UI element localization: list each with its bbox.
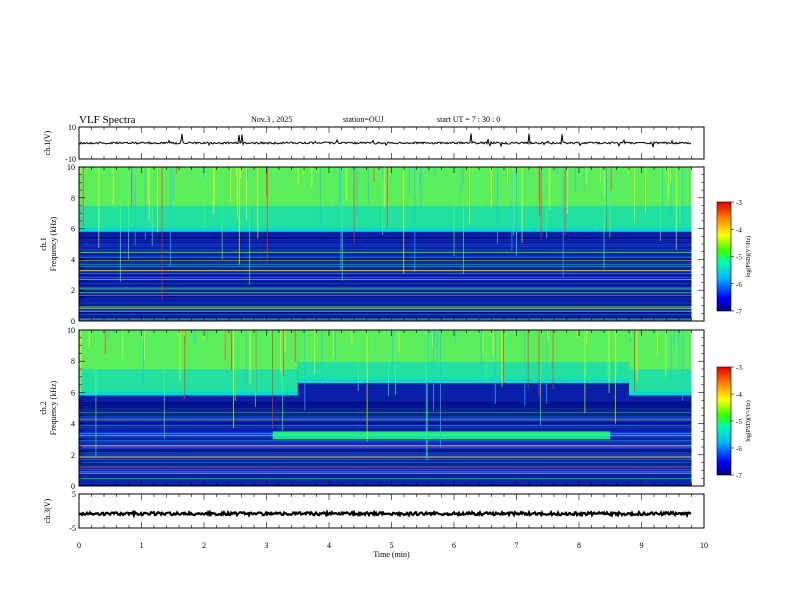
ch2-spectrogram-ylabel-ch: ch.2 — [39, 401, 48, 415]
ch3-waveform-ylabel: ch.3(V) — [43, 498, 52, 523]
ch3-waveform-panel: -5 5 ch.3(V) — [43, 490, 705, 533]
ch1-spectrogram-ylabel-freq: Frequency (kHz) — [49, 216, 58, 271]
time-tick-label: 1 — [140, 541, 144, 550]
ch2-spectrogram-ylabel-freq: Frequency (kHz) — [49, 380, 58, 435]
ch2-spectrogram-ytick-label: 2 — [71, 451, 75, 460]
ch1-spectrogram-panel: 0 2 4 6 8 10 ch.1 Frequency (kHz) — [39, 163, 705, 326]
ch1-spectrogram-ytick-label: 2 — [71, 286, 75, 295]
time-tick-label: 5 — [390, 541, 394, 550]
ch2-spectrogram-ytick-label: 0 — [71, 482, 75, 491]
ch1-spectrogram-colorbar-tick: -6 — [736, 281, 742, 289]
ch1-spectrogram-colorbar-scale — [716, 201, 732, 312]
ch1-spectrogram-colorbar-label: log(PSD)(V²/Hz) — [745, 236, 752, 277]
ch1-waveform-ytick-label: -10 — [65, 155, 76, 164]
ch1-spectrogram-colorbar-tick: -7 — [736, 308, 742, 316]
ch1-spectrogram-ytick-label: 6 — [71, 225, 75, 234]
ch2-spectrogram-colorbar-scale — [716, 366, 732, 476]
ch2-spectrogram-colorbar-tick: -4 — [736, 391, 742, 399]
ch2-spectrogram-ytick-label: 4 — [71, 420, 75, 429]
start-time-label: start UT = 7 : 30 : 0 — [437, 115, 501, 124]
time-tick-label: 10 — [700, 541, 708, 550]
ch2-spectrogram-colorbar-tick: -3 — [736, 364, 742, 372]
time-tick-label: 2 — [202, 541, 206, 550]
ch1-waveform-ytick-label: 10 — [68, 123, 76, 132]
station-label: station=OUJ — [343, 115, 384, 124]
ch2-spectrogram-colorbar-tick: -7 — [736, 472, 742, 480]
ch1-waveform-ylabel: ch.1(V) — [43, 130, 52, 155]
ch2-spectrogram-colorbar-tick: -5 — [736, 418, 742, 426]
ch1-spectrogram-ytick-label: 10 — [67, 163, 75, 172]
time-axis: 0 1 2 3 4 5 6 7 8 9 10 Time (min) — [77, 541, 708, 559]
ch1-colorbar: -7 -6 -5 -4 -3 log(PSD)(V²/Hz) — [716, 199, 752, 316]
time-tick-label: 9 — [640, 541, 644, 550]
ch3-waveform-ytick-label: 5 — [72, 490, 76, 499]
ch1-spectrogram-colorbar-tick: -4 — [736, 226, 742, 234]
ch2-colorbar: -7 -6 -5 -4 -3 log(PSD)(V²/Hz) — [716, 364, 752, 480]
ch1-spectrogram-ytick-label: 8 — [71, 194, 75, 203]
ch2-spectrogram-panel: 0 2 4 6 8 10 ch.2 Frequency (kHz) — [39, 326, 705, 491]
ch1-spectrogram-colorbar-tick: -3 — [736, 199, 742, 207]
time-tick-label: 0 — [77, 541, 81, 550]
time-tick-label: 8 — [577, 541, 581, 550]
ch1-spectrogram-ytick-label: 0 — [71, 317, 75, 326]
ch3-waveform-ytick-label: -5 — [69, 524, 76, 533]
ch2-spectrogram-ytick-label: 10 — [67, 326, 75, 335]
ch1-waveform-trace — [78, 133, 692, 148]
time-tick-label: 3 — [265, 541, 269, 550]
ch3-waveform-trace — [78, 509, 692, 519]
ch2-spectrogram-ytick-label: 6 — [71, 388, 75, 397]
date-label: Nov.3 , 2025 — [251, 115, 293, 124]
time-tick-label: 6 — [452, 541, 456, 550]
ch2-spectrogram-colorbar-label: log(PSD)(V²/Hz) — [745, 400, 752, 441]
ch1-spectrogram-colorbar-tick: -5 — [736, 254, 742, 262]
ch1-waveform-panel: -10 10 ch.1(V) — [43, 123, 705, 164]
time-tick-label: 7 — [515, 541, 519, 550]
ch1-spectrogram-ylabel-ch: ch.1 — [39, 237, 48, 251]
ch2-spectrogram-colorbar-tick: -6 — [736, 445, 742, 453]
time-tick-label: 4 — [327, 541, 331, 550]
time-axis-label: Time (min) — [373, 550, 410, 559]
chart-title: VLF Spectra — [79, 114, 136, 126]
ch1-spectrogram-ytick-label: 4 — [71, 255, 75, 264]
ch2-spectrogram-ytick-label: 8 — [71, 357, 75, 366]
